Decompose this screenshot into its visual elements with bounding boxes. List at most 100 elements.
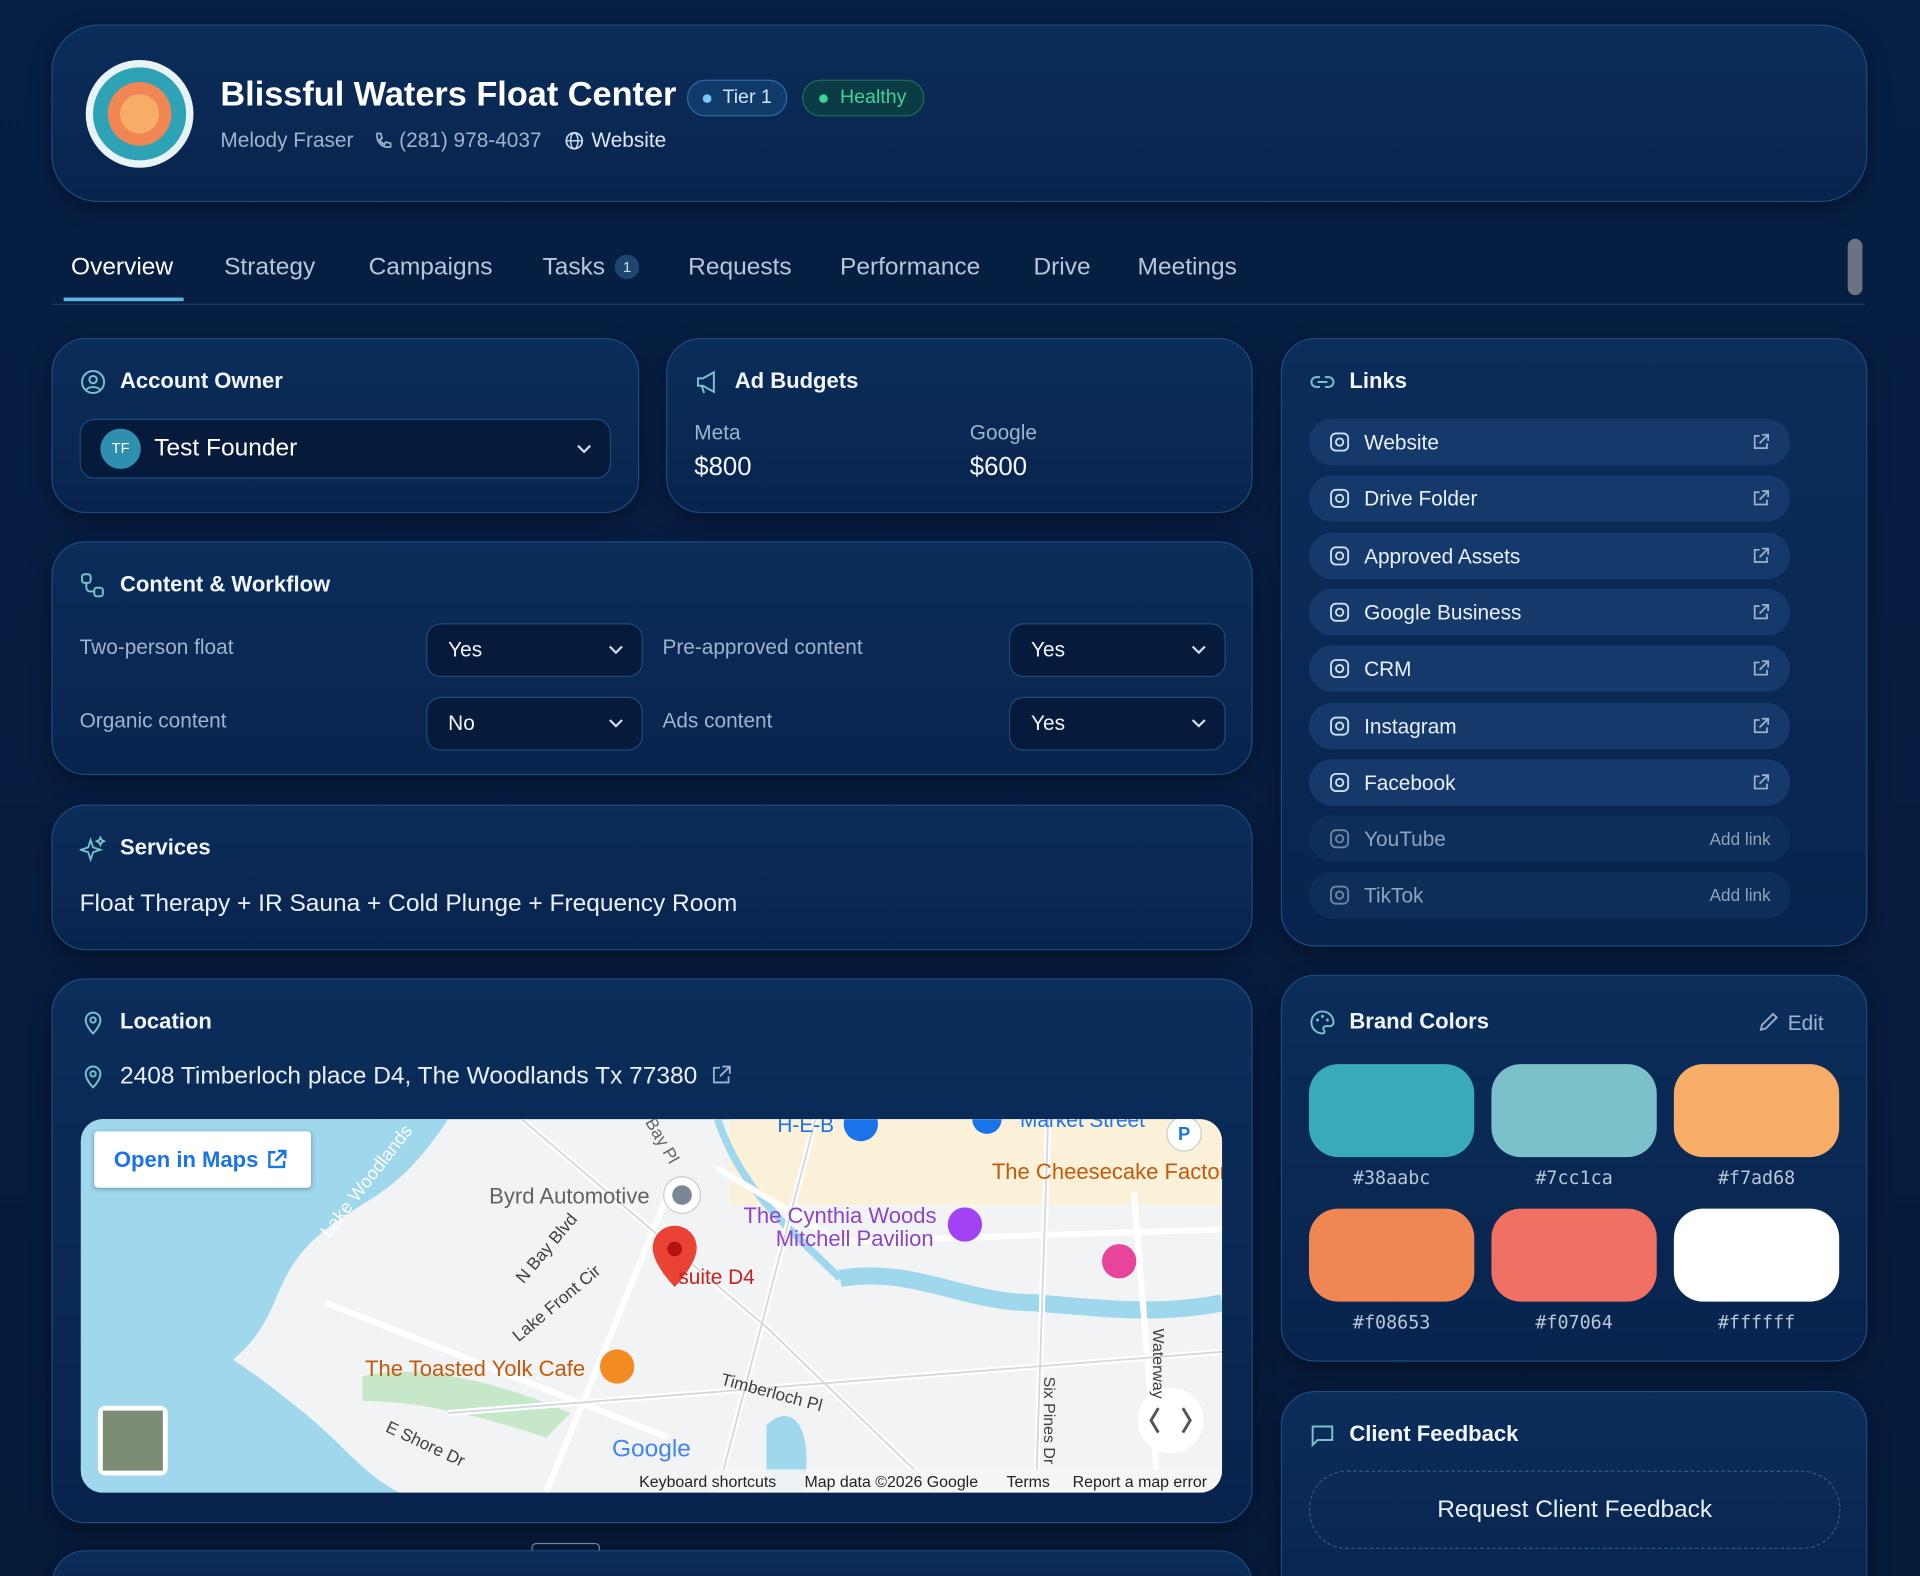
website-link[interactable]: Website (591, 128, 667, 152)
map-label: E Shore Dr (383, 1417, 468, 1471)
link-row[interactable]: YouTube Add link (1308, 815, 1791, 863)
link-row[interactable]: TikTok Add link (1308, 872, 1791, 919)
field-select[interactable]: No (426, 696, 643, 751)
color-swatch[interactable] (1491, 1208, 1657, 1302)
map-canvas[interactable]: P Lake Woodlands Bay Pl H-E-B Market Street… (80, 1119, 1223, 1493)
account-owner-card: Account Owner TF Test Founder (51, 337, 640, 514)
external-link-icon[interactable] (710, 1064, 732, 1086)
pin-icon (84, 1011, 102, 1035)
link-label: TikTok (1364, 884, 1424, 908)
link-row[interactable]: Facebook (1308, 758, 1791, 806)
field-label: Ads content (662, 708, 773, 733)
color-hex: #7cc1ca (1535, 1166, 1613, 1189)
color-swatch[interactable] (1673, 1064, 1840, 1158)
tab[interactable]: Tasks 1 (542, 253, 640, 281)
color-swatch[interactable] (1491, 1064, 1657, 1158)
open-in-maps-button[interactable]: Open in Maps (94, 1131, 312, 1188)
link-icon (1330, 602, 1350, 622)
external-icon[interactable] (1751, 602, 1771, 622)
link-label: Website (1364, 431, 1439, 455)
color-swatch[interactable] (1308, 1208, 1475, 1302)
external-icon[interactable] (1751, 716, 1771, 736)
pin-icon (84, 1065, 102, 1089)
link-row[interactable]: Drive Folder (1308, 475, 1791, 522)
external-icon[interactable] (1751, 659, 1771, 679)
tab[interactable]: Campaigns (369, 253, 493, 281)
add-link[interactable]: Add link (1709, 829, 1771, 849)
request-feedback-button[interactable]: Request Client Feedback (1308, 1470, 1841, 1549)
tab[interactable]: Overview (71, 253, 173, 281)
card-title: Client Feedback (1349, 1421, 1519, 1447)
budget-label: Google (969, 421, 1037, 445)
owner-select[interactable]: TF Test Founder (79, 418, 612, 479)
scrollbar-thumb (1847, 238, 1863, 296)
card-title: Location (120, 1008, 212, 1034)
link-row[interactable]: Instagram (1308, 702, 1791, 749)
phone[interactable]: (281) 978-4037 (399, 128, 542, 152)
field-select[interactable]: Yes (1008, 623, 1226, 678)
card-title: Account Owner (120, 368, 283, 394)
map-label: Google (612, 1435, 691, 1462)
link-row[interactable]: Website (1308, 418, 1791, 466)
client-feedback-card: Client Feedback Request Client Feedback (1280, 1391, 1868, 1576)
field-select[interactable]: Yes (426, 623, 643, 678)
link-label: YouTube (1364, 827, 1446, 852)
owner-icon (81, 370, 106, 395)
card-title: Services (120, 835, 211, 860)
services-card: Services Float Therapy + IR Sauna + Cold… (51, 804, 1253, 951)
chevron (609, 645, 623, 655)
color-hex: #f08653 (1352, 1311, 1431, 1334)
map-label: H-E-B (777, 1119, 834, 1137)
add-link[interactable]: Add link (1709, 885, 1771, 906)
brand-colors-card: Brand Colors Edit #38aabc #7cc1ca #f7ad68 #… (1280, 974, 1868, 1362)
tab[interactable]: Drive (1033, 253, 1090, 281)
tab-underline (63, 297, 184, 302)
external-icon[interactable] (1751, 546, 1771, 566)
map-footer[interactable]: Terms (1007, 1474, 1050, 1491)
globe-icon (565, 132, 584, 150)
link-row[interactable]: CRM (1308, 645, 1791, 693)
external-icon[interactable] (1751, 772, 1771, 792)
card-title: Ad Budgets (734, 368, 859, 394)
card-title: Links (1349, 368, 1407, 394)
link-icon (1330, 489, 1350, 509)
map-label: The Toasted Yolk Cafe (365, 1356, 585, 1381)
tab[interactable]: Strategy (224, 253, 315, 281)
map-footer[interactable]: Keyboard shortcuts (639, 1474, 776, 1491)
content-workflow-card: Content & Workflow Two-person float Yes Pr… (51, 541, 1253, 776)
workflow-icon (81, 573, 104, 598)
chevron (609, 719, 623, 728)
field-select[interactable]: Yes (1008, 696, 1226, 751)
color-swatch[interactable] (1673, 1208, 1840, 1302)
external-icon[interactable] (1751, 489, 1771, 509)
color-hex: #38aabc (1352, 1166, 1431, 1189)
client-name: Blissful Waters Float Center (220, 74, 677, 113)
map[interactable]: P Lake Woodlands Bay Pl H-E-B Market Street… (80, 1119, 1223, 1493)
open-in-maps-text: Open in Maps (113, 1147, 259, 1172)
map-label: The Cheesecake Factory (992, 1159, 1222, 1184)
map-footer[interactable]: Map data ©2026 Google (804, 1474, 978, 1491)
palette-icon (1310, 1010, 1335, 1035)
field-label: Pre-approved content (662, 635, 863, 659)
link-label: Instagram (1364, 714, 1457, 738)
location-card: Location 2408 Timberloch place D4, The W… (51, 978, 1253, 1524)
color-hex: #f7ad68 (1717, 1166, 1796, 1189)
tab[interactable]: Performance (840, 253, 980, 281)
tab[interactable]: Meetings (1138, 253, 1237, 281)
tab-label: Performance (840, 253, 981, 281)
external-icon[interactable] (1751, 432, 1771, 452)
map-label: N Bay Blvd (511, 1209, 581, 1287)
field-value: Yes (1031, 637, 1065, 662)
map-footer[interactable]: Report a map error (1073, 1474, 1208, 1491)
edit-button[interactable]: Edit (1787, 1011, 1824, 1035)
link-row[interactable]: Approved Assets (1308, 532, 1791, 579)
chevron (1191, 645, 1206, 655)
link-row[interactable]: Google Business (1308, 588, 1791, 636)
external-icon (268, 1149, 287, 1169)
color-swatch[interactable] (1308, 1064, 1475, 1158)
map-label: Timberloch Pl (719, 1369, 825, 1415)
svg-text:P: P (1178, 1123, 1190, 1144)
tab[interactable]: Requests (688, 253, 791, 281)
